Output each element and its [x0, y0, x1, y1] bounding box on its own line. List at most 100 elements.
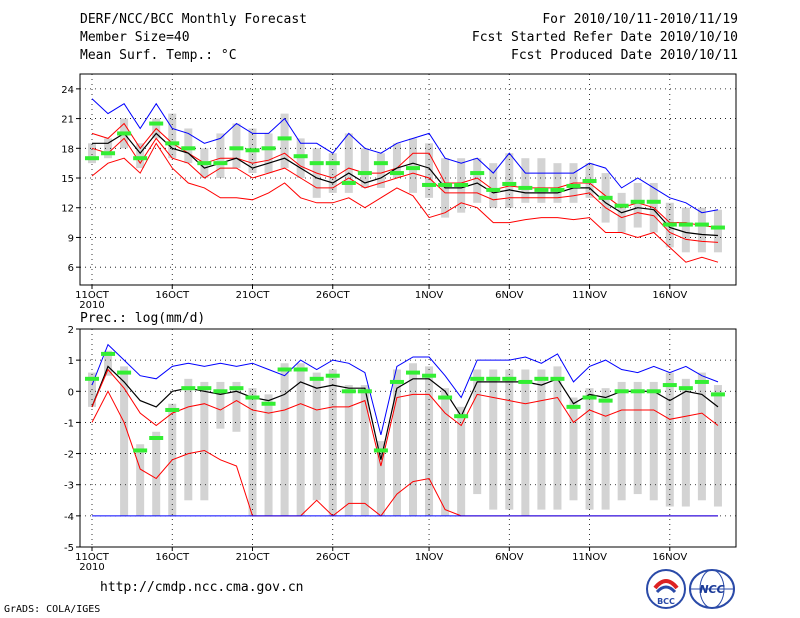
prec-spread-bar: [457, 406, 466, 516]
prec-spread-bar: [425, 366, 434, 516]
temp-spread-bar: [713, 209, 722, 253]
temp-obs-mark: [133, 156, 148, 161]
temp-ytick-label: 21: [61, 115, 74, 126]
prec-obs-mark: [534, 376, 549, 381]
prec-spread-bar: [633, 381, 642, 495]
prec-obs-mark: [277, 367, 292, 372]
temp-min-line: [91, 142, 719, 263]
grads-credit: GrADS: COLA/IGES: [4, 604, 101, 615]
temp-spread-bar: [136, 143, 145, 169]
ncc-logo-text: NCC: [699, 583, 724, 596]
prec-obs-mark: [550, 376, 565, 381]
temp-spread-bar: [168, 113, 177, 159]
prec-frame: [79, 328, 737, 548]
bcc-logo-text: BCC: [657, 597, 675, 606]
temp-spread-bar: [553, 163, 562, 203]
prec-spread-bar: [280, 363, 289, 516]
temp-obs-mark: [422, 182, 437, 187]
forecast-period: For 2010/10/11-2010/11/19: [542, 12, 738, 27]
temp-spread-bar: [409, 138, 417, 193]
temp-mean-line: [92, 132, 719, 237]
prec-obs-mark: [245, 395, 260, 400]
prec-spread-bar: [120, 366, 129, 516]
prec-obs-mark: [694, 379, 709, 384]
temp-xtick-label: 2010: [79, 300, 104, 311]
prec-xtick-label: 26OCT: [316, 552, 351, 563]
temp-obs-mark: [117, 131, 132, 136]
temp-ytick-label: 6: [68, 263, 74, 274]
temp-obs-mark: [486, 187, 501, 192]
prec-spread-bar: [569, 397, 578, 501]
temp-xtick-label: 16NOV: [652, 290, 687, 301]
prec-ytick-label: -3: [64, 481, 74, 492]
prec-obs-mark: [213, 389, 228, 394]
temp-obs-mark: [678, 222, 693, 227]
temp-obs-mark: [406, 166, 420, 171]
prec-spread-bar: [473, 369, 482, 495]
prec-mean-line: [91, 365, 719, 460]
temp-obs-mark: [454, 182, 469, 187]
prec-xtick-label: 11NOV: [572, 552, 607, 563]
prec-spread-bar: [248, 388, 257, 516]
temp-spread-bar: [344, 133, 353, 193]
prec-obs-mark: [293, 367, 308, 372]
temp-lower-line: [91, 137, 719, 243]
temp-xtick-label: 11OCT: [75, 290, 110, 301]
prec-obs-mark: [454, 414, 469, 419]
prec-obs-mark: [438, 395, 453, 400]
prec-obs-mark: [373, 448, 388, 453]
prec-obs-mark: [357, 389, 372, 394]
temp-spread-bar: [184, 128, 193, 164]
prec-subtitle: Prec.: log(mm/d): [80, 311, 205, 326]
temp-frame: [79, 73, 737, 286]
start-date: Fcst Started Refer Date 2010/10/10: [471, 30, 738, 45]
prec-obs-mark: [678, 386, 693, 391]
prec-max-line: [91, 343, 719, 436]
temp-ytick-label: 24: [61, 85, 74, 96]
prec-obs-mark: [518, 379, 533, 384]
prec-spread-bar: [649, 381, 658, 501]
temp-obs-mark: [598, 195, 613, 200]
prec-spread-bar: [328, 369, 337, 516]
prec-obs-mark: [389, 379, 404, 384]
prec-xtick-label: 2010: [79, 562, 104, 573]
temp-spread-bar: [360, 148, 369, 188]
prec-spread-bar: [200, 381, 209, 501]
prec-spread-bar: [441, 388, 450, 516]
temp-obs-mark: [662, 222, 677, 227]
prec-ytick-label: -1: [64, 418, 74, 429]
ncc-logo: NCC: [689, 569, 735, 609]
source-url[interactable]: http://cmdp.ncc.cma.gov.cn: [100, 580, 304, 595]
member-size: Member Size=40: [80, 30, 190, 45]
prec-obs-mark: [261, 401, 276, 406]
temp-obs-mark: [149, 121, 164, 126]
produced-date: Fcst Produced Date 2010/10/11: [511, 48, 738, 63]
temp-obs-mark: [293, 154, 308, 159]
prec-obs-mark: [406, 370, 420, 375]
temp-spread-bar: [88, 143, 96, 164]
prec-spread-bar: [232, 381, 241, 432]
prec-spread-bar: [360, 385, 369, 516]
prec-obs-mark: [85, 376, 99, 381]
prec-obs-mark: [710, 392, 725, 397]
temp-xtick-label: 21OCT: [236, 290, 271, 301]
temp-ytick-label: 15: [61, 174, 74, 185]
prec-spread-bar: [312, 372, 321, 501]
temp-spread-bar: [280, 113, 289, 169]
prec-obs-mark: [325, 373, 340, 378]
prec-obs-mark: [614, 389, 629, 394]
temp-obs-mark: [550, 187, 565, 192]
temp-obs-mark: [309, 161, 324, 166]
temp-spread-bar: [328, 153, 337, 193]
prec-obs-mark: [486, 376, 501, 381]
temp-obs-mark: [261, 146, 276, 151]
prec-ytick-label: -2: [64, 450, 74, 461]
prec-spread-bar: [344, 385, 353, 516]
temp-obs-mark: [181, 146, 196, 151]
temp-spread-bar: [697, 207, 706, 253]
prec-xtick-label: 16NOV: [652, 552, 687, 563]
prec-ytick-label: -4: [64, 512, 74, 523]
temp-xtick-label: 11NOV: [572, 290, 607, 301]
